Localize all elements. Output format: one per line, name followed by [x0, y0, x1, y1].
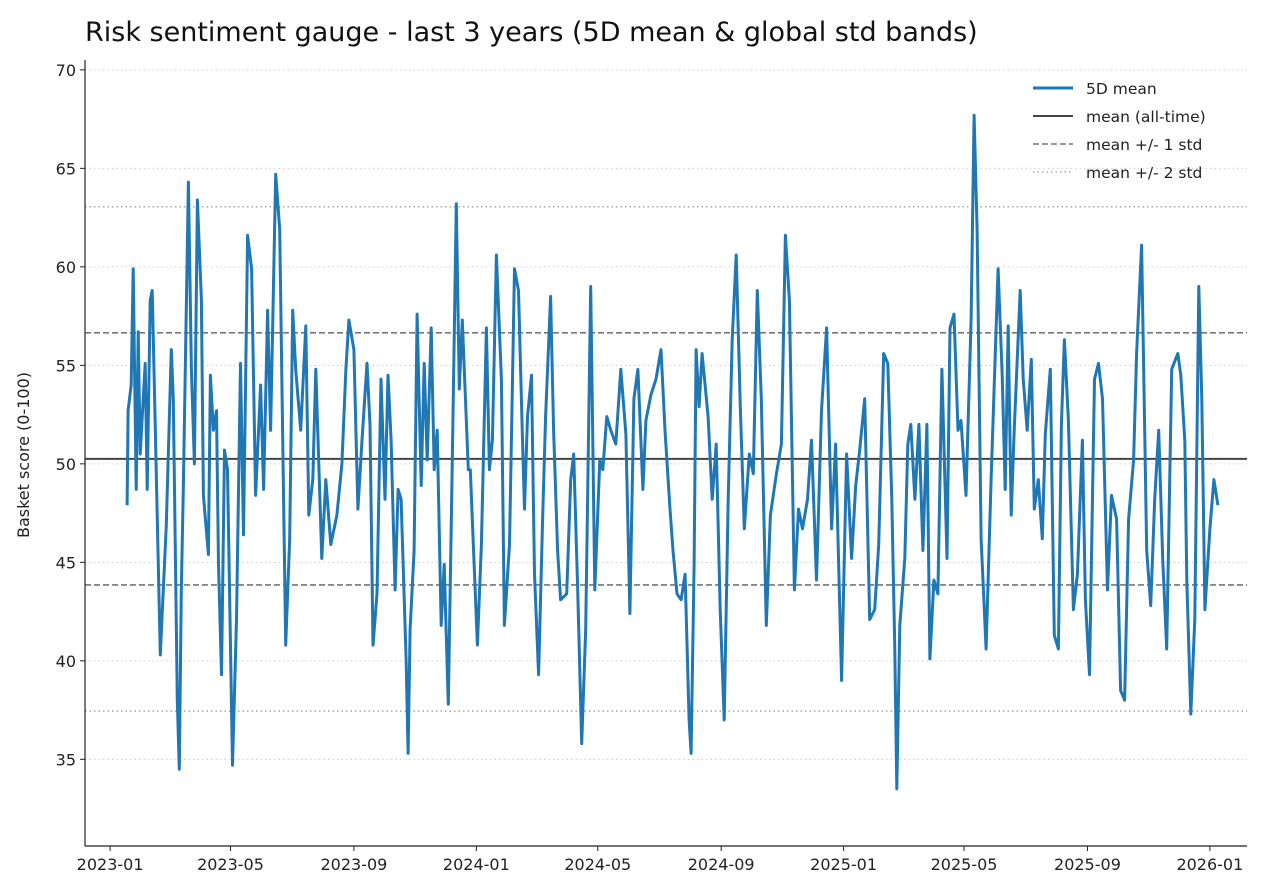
x-tick-label: 2024-05	[564, 855, 631, 874]
x-tick-label: 2023-01	[77, 855, 144, 874]
y-axis-label: Basket score (0-100)	[14, 372, 33, 538]
x-tick-label: 2025-09	[1054, 855, 1121, 874]
x-tick-label: 2023-05	[197, 855, 264, 874]
y-ticks: 35 40 45 50 55 60 65 70	[56, 61, 85, 769]
y-tick-label: 50	[56, 455, 76, 474]
y-tick-label: 40	[56, 652, 76, 671]
y-tick-label: 60	[56, 258, 76, 277]
legend-label-2-std: mean +/- 2 std	[1086, 164, 1202, 182]
x-tick-label: 2025-01	[810, 855, 877, 874]
legend: 5D mean mean (all-time) mean +/- 1 std m…	[1033, 80, 1206, 182]
x-tick-label: 2025-05	[931, 855, 998, 874]
legend-label-1-std: mean +/- 1 std	[1086, 136, 1202, 154]
legend-label-5d-mean: 5D mean	[1086, 80, 1157, 98]
x-tick-label: 2024-09	[688, 855, 755, 874]
y-tick-label: 70	[56, 61, 76, 80]
x-tick-label: 2024-01	[443, 855, 510, 874]
x-tick-label: 2026-01	[1176, 855, 1243, 874]
chart-title: Risk sentiment gauge - last 3 years (5D …	[85, 17, 978, 48]
legend-label-mean: mean (all-time)	[1086, 108, 1206, 126]
x-ticks: 2023-01 2023-05 2023-09 2024-01 2024-05 2024-…	[77, 846, 1243, 874]
y-tick-label: 65	[56, 159, 76, 178]
series-line-5d-mean	[125, 113, 1220, 791]
x-tick-label: 2023-09	[320, 855, 387, 874]
y-tick-label: 35	[56, 750, 76, 769]
y-tick-label: 55	[56, 356, 76, 375]
y-tick-label: 45	[56, 553, 76, 572]
grid-lines	[85, 69, 1247, 760]
